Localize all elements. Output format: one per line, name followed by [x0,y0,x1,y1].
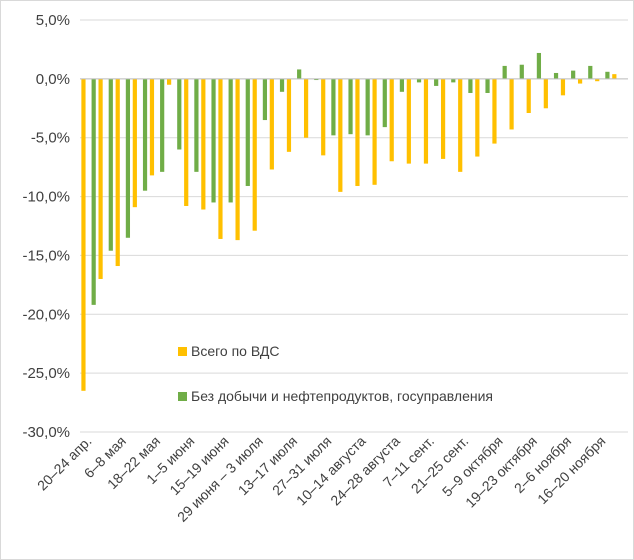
x-tick-label: 20–24 апр. [34,433,95,494]
y-tick-label: -10,0% [22,189,70,206]
bar-total-gva [115,78,120,267]
bar-excl-mining [262,78,268,121]
bar-excl-mining [125,78,131,238]
bar-total-gva [406,78,411,164]
bar-total-gva [184,78,189,206]
bar-total-gva [612,74,617,79]
y-tick-label: -25,0% [22,365,70,382]
bar-total-gva [98,78,103,279]
bar-total-gva [492,78,497,144]
bar-excl-mining [228,78,233,203]
bar-total-gva [235,78,240,241]
bar-excl-mining [160,78,165,172]
bar-excl-mining [571,70,576,79]
bar-total-gva [389,78,394,162]
bar-total-gva [560,78,566,96]
bar-total-gva [201,78,206,210]
bar-total-gva [149,78,155,176]
bar-excl-mining [297,69,302,79]
bar-total-gva [372,78,377,185]
bar-total-gva [81,78,86,391]
bar-excl-mining [245,78,250,186]
legend-swatch-total [178,347,187,356]
bar-excl-mining [91,78,96,305]
legend-label-excl: Без добычи и нефтепродуктов, госуправлен… [191,388,493,404]
bar-excl-mining [108,78,113,251]
bar-excl-mining [348,78,353,135]
bar-excl-mining [194,78,199,172]
bar-total-gva [440,78,446,159]
bar-total-gva [509,78,514,130]
bar-excl-mining [416,78,422,83]
y-tick-label: -20,0% [22,306,70,323]
bar-total-gva [303,78,309,138]
bar-excl-mining [382,78,387,128]
bar-excl-mining [365,78,370,136]
bar-total-gva [543,78,548,109]
bar-total-gva [355,78,360,186]
bar-excl-mining [142,78,148,191]
bar-total-gva [526,78,531,113]
bar-total-gva [252,78,257,231]
y-tick-label: 5,0% [36,12,70,29]
bar-total-gva [338,78,343,192]
bar-excl-mining [588,65,593,79]
bar-excl-mining [468,78,473,93]
bar-excl-mining [434,78,439,86]
bar-excl-mining [331,78,336,136]
y-tick-label: 0,0% [36,71,70,88]
bar-excl-mining [211,78,216,203]
bar-excl-mining [519,64,524,79]
bar-total-gva [577,78,583,84]
bar-excl-mining [279,78,285,92]
bar-excl-mining [536,52,542,79]
bar-total-gva [286,78,292,152]
bar-total-gva [321,78,326,156]
y-axis-tick-labels: 5,0% 0,0% -5,0% -10,0% -15,0% -20,0% -25,0% -30… [22,12,70,441]
bar-total-gva [166,78,172,85]
legend-swatch-excl [178,392,187,401]
legend: Всего по ВДС Без добычи и нефтепродуктов,… [178,343,493,404]
bars [81,52,617,391]
bar-total-gva [423,78,429,164]
y-tick-label: -30,0% [22,424,70,441]
bar-total-gva [475,78,480,157]
bar-excl-mining [605,71,610,79]
legend-label-total: Всего по ВДС [191,343,279,359]
bar-excl-mining [177,78,182,150]
bar-total-gva [269,78,274,170]
bar-excl-mining [485,78,490,93]
bar-excl-mining [399,78,405,92]
bar-excl-mining [502,65,507,79]
bar-total-gva [595,78,600,82]
bar-total-gva [458,78,463,172]
y-tick-label: -15,0% [22,247,70,264]
bar-excl-mining [314,78,319,81]
y-tick-label: -5,0% [31,130,70,147]
bar-excl-mining [451,78,456,83]
bar-total-gva [132,78,137,208]
bar-total-gva [218,78,223,239]
bar-excl-mining [553,72,559,79]
